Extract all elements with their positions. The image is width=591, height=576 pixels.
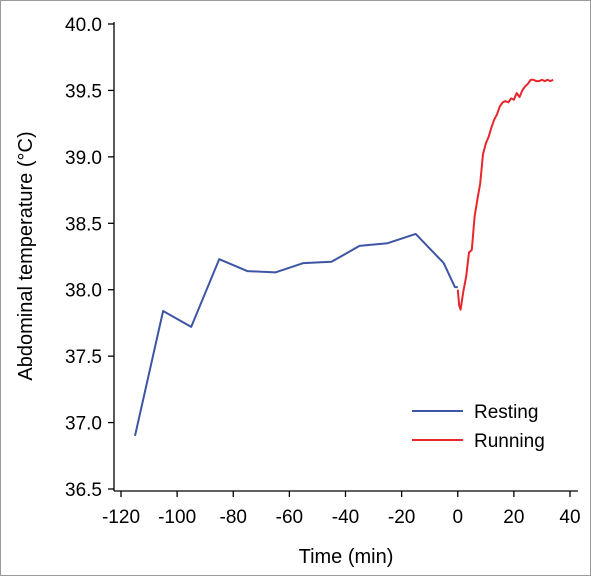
y-tick-label: 39.0 xyxy=(65,148,102,169)
x-tick-label: -40 xyxy=(332,507,359,528)
x-tick-label: 20 xyxy=(503,507,524,528)
y-tick-label: 37.5 xyxy=(65,347,102,368)
y-tick-label: 36.5 xyxy=(65,480,102,501)
x-tick-label: -20 xyxy=(388,507,415,528)
x-tick-label: -60 xyxy=(276,507,303,528)
x-tick-label: 0 xyxy=(452,507,463,528)
legend-label-running: Running xyxy=(474,431,545,452)
legend-label-resting: Resting xyxy=(474,402,538,423)
series-group xyxy=(134,78,554,437)
series-line-resting xyxy=(134,232,458,437)
x-ticks: -120 -100 -80 -60 -40 -20 0 20 40 xyxy=(102,491,581,528)
x-tick-label: -80 xyxy=(220,507,247,528)
y-tick-label: 37.0 xyxy=(65,414,102,435)
x-tick-label: -100 xyxy=(158,507,196,528)
y-tick-label: 38.5 xyxy=(65,214,102,235)
x-tick-label: -120 xyxy=(102,507,140,528)
y-axis-title: Abdominal temperature (°C) xyxy=(15,131,37,380)
legend: Resting Running xyxy=(412,402,545,452)
x-axis-title: Time (min) xyxy=(299,546,394,568)
series-line-running xyxy=(456,78,554,311)
y-tick-label: 40.0 xyxy=(65,15,102,36)
y-tick-label: 38.0 xyxy=(65,281,102,302)
x-tick-label: 40 xyxy=(559,507,580,528)
y-tick-label: 39.5 xyxy=(65,81,102,102)
y-ticks: 36.5 37.0 37.5 38.0 38.5 39.0 39.5 40.0 xyxy=(65,15,114,501)
